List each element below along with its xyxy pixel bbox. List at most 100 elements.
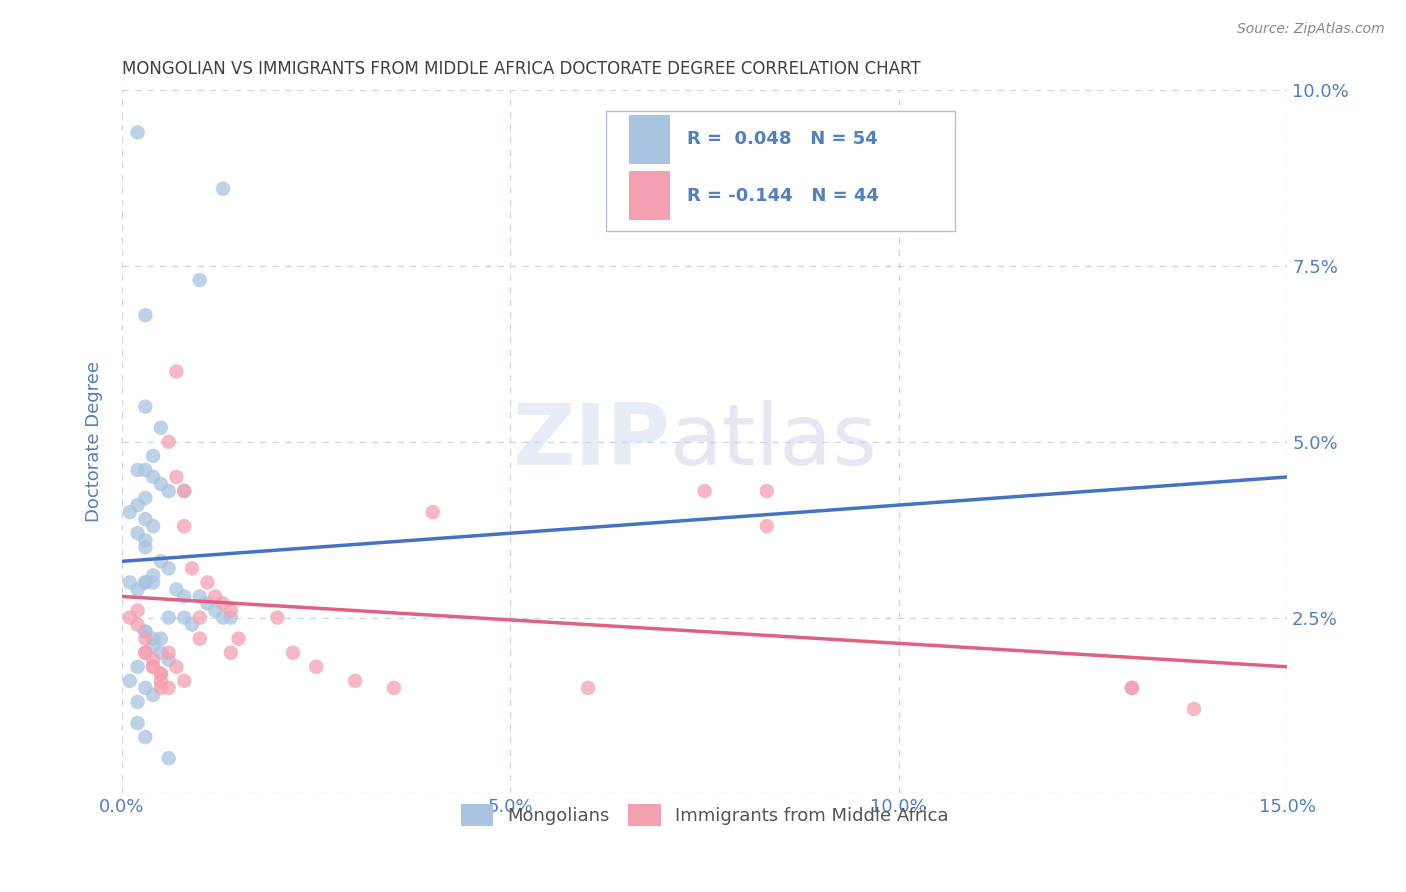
FancyBboxPatch shape: [628, 171, 669, 220]
Point: [305, 660, 328, 674]
Point: [134, 533, 156, 548]
Point: [1121, 681, 1143, 695]
Point: [142, 449, 165, 463]
Legend: Mongolians, Immigrants from Middle Africa: Mongolians, Immigrants from Middle Afric…: [454, 797, 956, 833]
Point: [149, 673, 172, 688]
Point: [197, 575, 219, 590]
Point: [173, 673, 195, 688]
Point: [157, 751, 180, 765]
Point: [134, 512, 156, 526]
Point: [149, 554, 172, 568]
Point: [181, 561, 204, 575]
Point: [755, 519, 778, 533]
Text: Source: ZipAtlas.com: Source: ZipAtlas.com: [1237, 22, 1385, 37]
Point: [1121, 681, 1143, 695]
Point: [165, 582, 187, 597]
Point: [127, 125, 149, 139]
Point: [142, 470, 165, 484]
Point: [157, 483, 180, 498]
Point: [134, 730, 156, 744]
Point: [127, 695, 149, 709]
Point: [134, 681, 156, 695]
Point: [142, 660, 165, 674]
Point: [118, 575, 141, 590]
Point: [118, 610, 141, 624]
Point: [344, 673, 367, 688]
Point: [134, 575, 156, 590]
Point: [142, 632, 165, 646]
Point: [281, 646, 304, 660]
Point: [157, 653, 180, 667]
Point: [127, 498, 149, 512]
FancyBboxPatch shape: [628, 115, 669, 164]
Y-axis label: Doctorate Degree: Doctorate Degree: [86, 361, 103, 523]
Text: ZIP: ZIP: [512, 401, 669, 483]
Point: [188, 273, 211, 287]
Point: [173, 483, 195, 498]
Point: [173, 590, 195, 604]
Text: atlas: atlas: [669, 401, 877, 483]
Point: [181, 617, 204, 632]
Point: [127, 716, 149, 731]
Point: [576, 681, 599, 695]
Point: [219, 610, 242, 624]
Point: [188, 590, 211, 604]
Point: [188, 632, 211, 646]
Point: [204, 590, 226, 604]
Point: [149, 666, 172, 681]
Point: [118, 673, 141, 688]
Point: [157, 681, 180, 695]
Point: [204, 603, 226, 617]
Point: [134, 541, 156, 555]
Point: [157, 646, 180, 660]
Point: [127, 582, 149, 597]
Point: [127, 463, 149, 477]
Point: [173, 483, 195, 498]
Point: [127, 660, 149, 674]
Point: [219, 603, 242, 617]
Point: [755, 483, 778, 498]
Point: [142, 688, 165, 702]
Point: [134, 575, 156, 590]
Point: [165, 364, 187, 378]
Point: [212, 182, 235, 196]
Point: [134, 463, 156, 477]
Point: [188, 610, 211, 624]
Point: [149, 421, 172, 435]
Point: [134, 646, 156, 660]
Point: [149, 632, 172, 646]
Point: [142, 568, 165, 582]
Point: [228, 632, 250, 646]
Point: [422, 505, 444, 519]
Point: [142, 660, 165, 674]
Text: R =  0.048   N = 54: R = 0.048 N = 54: [688, 130, 877, 148]
Point: [165, 470, 187, 484]
Point: [149, 666, 172, 681]
Point: [142, 519, 165, 533]
Point: [149, 681, 172, 695]
Point: [134, 632, 156, 646]
Point: [134, 308, 156, 322]
Point: [173, 519, 195, 533]
Point: [142, 639, 165, 653]
Point: [127, 617, 149, 632]
Text: MONGOLIAN VS IMMIGRANTS FROM MIDDLE AFRICA DOCTORATE DEGREE CORRELATION CHART: MONGOLIAN VS IMMIGRANTS FROM MIDDLE AFRI…: [122, 60, 921, 78]
Point: [134, 624, 156, 639]
Point: [212, 597, 235, 611]
Point: [149, 646, 172, 660]
Point: [173, 610, 195, 624]
Point: [142, 575, 165, 590]
Point: [134, 491, 156, 505]
Point: [1182, 702, 1205, 716]
Point: [197, 597, 219, 611]
Point: [157, 434, 180, 449]
Point: [165, 660, 187, 674]
Point: [219, 646, 242, 660]
Point: [127, 603, 149, 617]
Point: [212, 610, 235, 624]
Point: [134, 624, 156, 639]
Point: [693, 483, 716, 498]
Point: [382, 681, 405, 695]
Point: [142, 653, 165, 667]
Point: [266, 610, 288, 624]
